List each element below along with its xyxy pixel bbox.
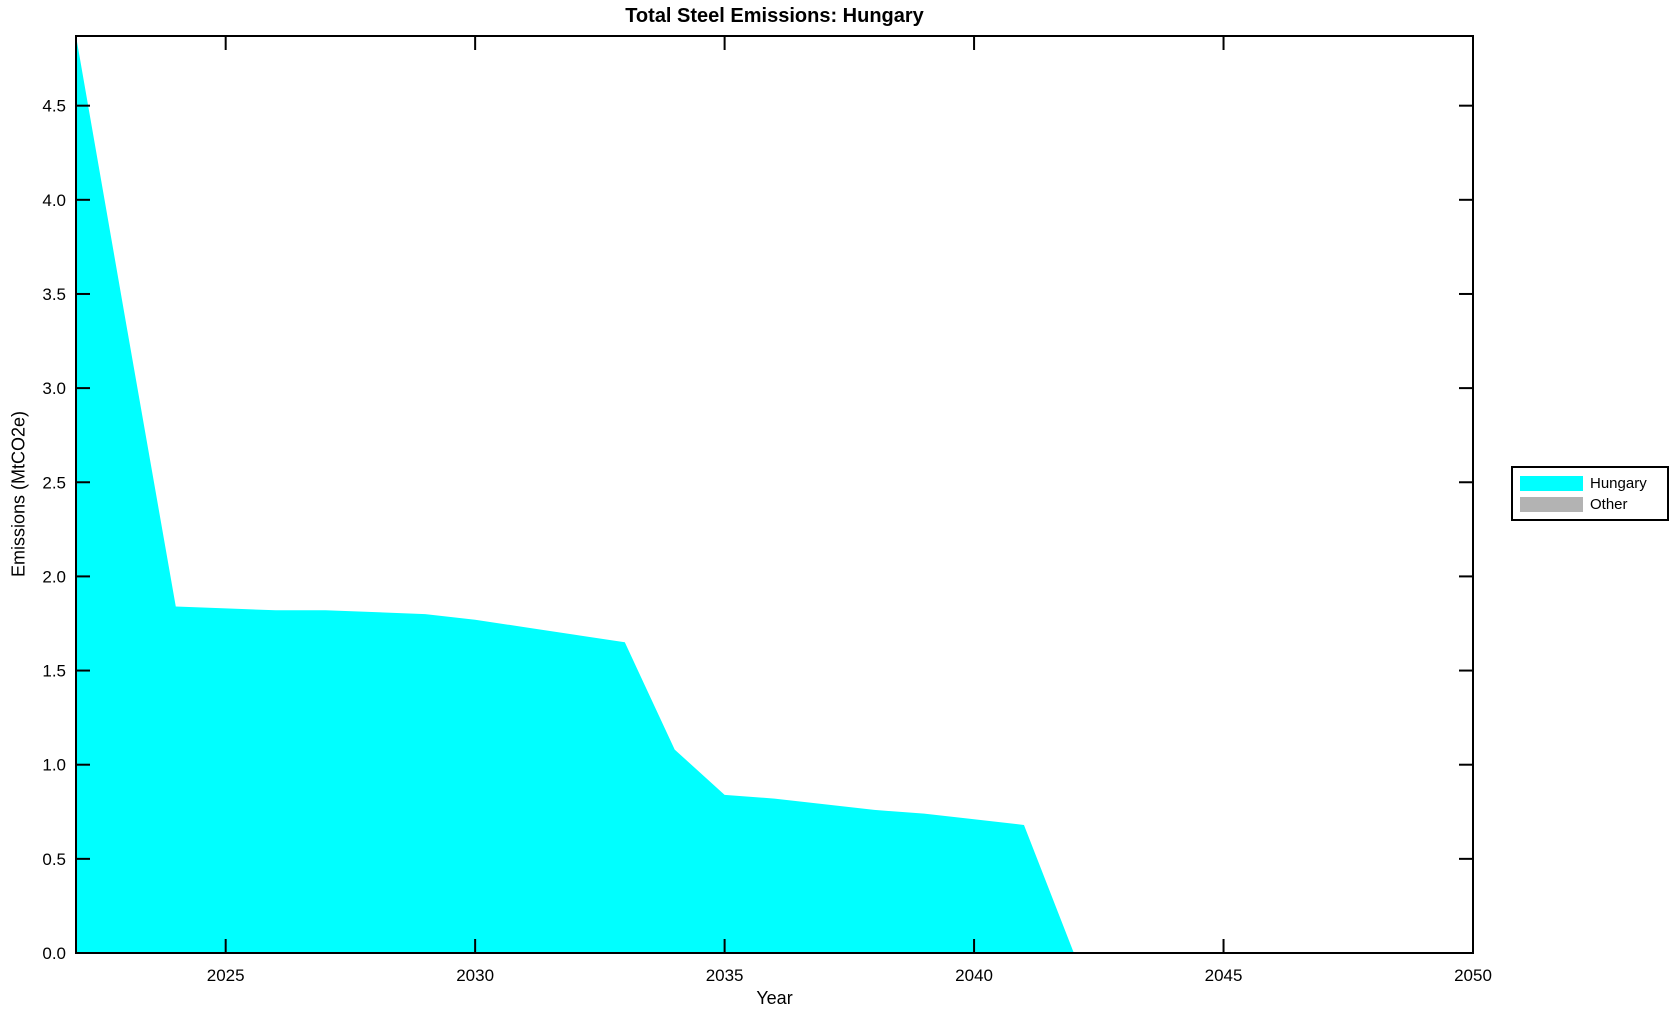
y-tick-label: 1.5	[42, 662, 66, 681]
y-axis-label: Emissions (MtCO2e)	[8, 410, 29, 578]
y-tick-label: 3.5	[42, 285, 66, 304]
plot-border	[75, 35, 1474, 954]
y-tick-label: 0.5	[42, 850, 66, 869]
x-tick-label: 2035	[706, 966, 744, 985]
area-series-hungary	[76, 36, 1473, 953]
chart-title: Total Steel Emissions: Hungary	[625, 5, 924, 27]
legend: Hungary Other	[1511, 466, 1669, 521]
y-tick-label: 0.0	[42, 944, 66, 963]
x-tick-label: 2025	[207, 966, 245, 985]
x-tick-label: 2050	[1454, 966, 1492, 985]
x-tick-label: 2040	[955, 966, 993, 985]
legend-item-hungary: Hungary	[1520, 474, 1667, 492]
legend-item-other: Other	[1520, 495, 1667, 513]
x-tick-label: 2045	[1205, 966, 1243, 985]
y-tick-label: 3.0	[42, 379, 66, 398]
y-tick-label: 4.5	[42, 97, 66, 116]
legend-swatch-other	[1520, 496, 1583, 512]
legend-label-hungary: Hungary	[1590, 474, 1647, 492]
y-tick-label: 2.5	[42, 473, 66, 492]
legend-label-other: Other	[1590, 495, 1628, 513]
x-axis-label: Year	[756, 988, 793, 1008]
y-tick-label: 4.0	[42, 191, 66, 210]
y-tick-label: 1.0	[42, 756, 66, 775]
x-tick-label: 2030	[456, 966, 494, 985]
y-tick-label: 2.0	[42, 567, 66, 586]
legend-swatch-hungary	[1520, 475, 1583, 491]
